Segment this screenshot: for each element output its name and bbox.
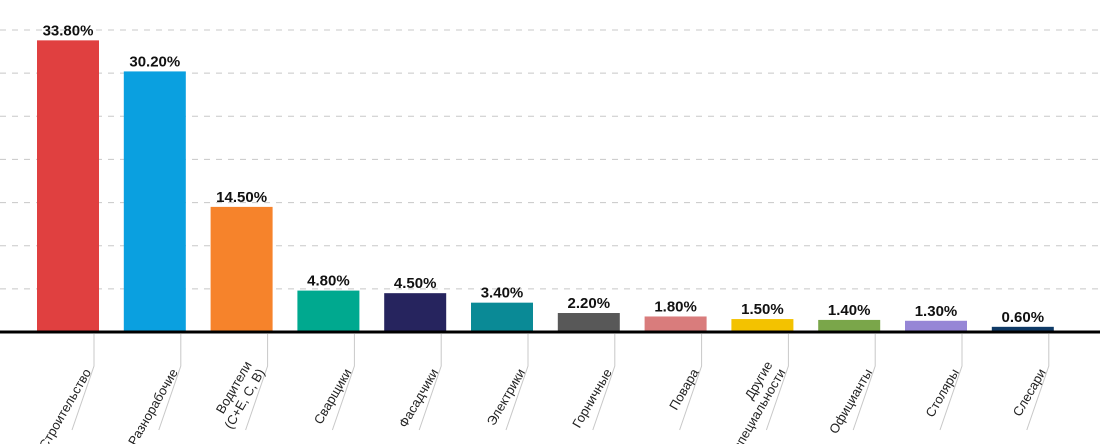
category-label: Горничные xyxy=(569,366,615,430)
value-label: 1.80% xyxy=(654,298,697,315)
bar xyxy=(210,206,273,332)
bar xyxy=(123,71,186,332)
bar xyxy=(905,320,967,332)
category-ticks xyxy=(71,334,1050,431)
value-label: 1.40% xyxy=(828,302,871,319)
value-label: 33.80% xyxy=(43,22,94,39)
bar xyxy=(731,319,794,332)
category-tick xyxy=(418,334,442,431)
category-tick xyxy=(331,334,355,431)
category-label-line: Столяры xyxy=(922,366,962,420)
category-label-line: Фасадчики xyxy=(396,366,442,430)
category-label-line: Слесари xyxy=(1010,366,1049,419)
category-label-line: Электрики xyxy=(484,366,528,428)
bar xyxy=(297,290,360,332)
bar xyxy=(818,319,881,332)
category-label: Водители(C+E, C, B) xyxy=(213,359,268,432)
bar xyxy=(471,302,533,332)
category-label-line: Сварщики xyxy=(311,366,355,427)
category-tick xyxy=(505,334,529,431)
bar xyxy=(384,293,447,332)
category-label: Строительство xyxy=(36,366,94,444)
category-tick xyxy=(939,334,963,431)
value-label: 1.50% xyxy=(741,301,784,318)
category-label: Фасадчики xyxy=(396,366,442,430)
category-label-line: Строительство xyxy=(36,366,94,444)
bar xyxy=(644,316,707,332)
category-tick xyxy=(158,334,182,431)
category-label: Разнорабочие xyxy=(125,366,181,444)
bars xyxy=(37,40,1054,333)
value-label: 1.30% xyxy=(915,303,958,320)
category-label: Электрики xyxy=(484,366,528,428)
category-tick xyxy=(71,334,95,431)
category-label-line: Горничные xyxy=(569,366,615,430)
category-label-line: Официанты xyxy=(826,366,875,436)
category-tick xyxy=(765,334,789,431)
category-tick xyxy=(679,334,703,431)
category-tick xyxy=(852,334,876,431)
category-label-line: Повара xyxy=(666,365,702,412)
category-label: Официанты xyxy=(826,366,875,436)
category-tick xyxy=(245,334,269,431)
category-labels: Строительство Разнорабочие Водители(C+E, C… xyxy=(36,359,1049,444)
value-label: 14.50% xyxy=(216,189,267,206)
category-tick xyxy=(592,334,616,431)
category-label: Сварщики xyxy=(311,366,355,427)
bar xyxy=(37,40,99,333)
value-label: 0.60% xyxy=(1002,309,1045,326)
value-label: 3.40% xyxy=(481,285,524,302)
category-tick xyxy=(1026,334,1050,431)
category-label: Слесари xyxy=(1010,366,1049,419)
value-label: 30.20% xyxy=(129,53,180,70)
category-label: Столяры xyxy=(922,366,962,420)
value-label: 4.50% xyxy=(394,275,437,292)
bar xyxy=(991,326,1054,332)
category-label-line: Разнорабочие xyxy=(125,366,181,444)
bar xyxy=(557,313,620,332)
value-label: 4.80% xyxy=(307,273,350,290)
category-label: Повара xyxy=(666,365,702,412)
value-labels: 33.80% 30.20% 14.50% 4.80% 4.50% 3.40% 2.20% 1.… xyxy=(43,22,1045,325)
value-label: 2.20% xyxy=(568,295,611,312)
